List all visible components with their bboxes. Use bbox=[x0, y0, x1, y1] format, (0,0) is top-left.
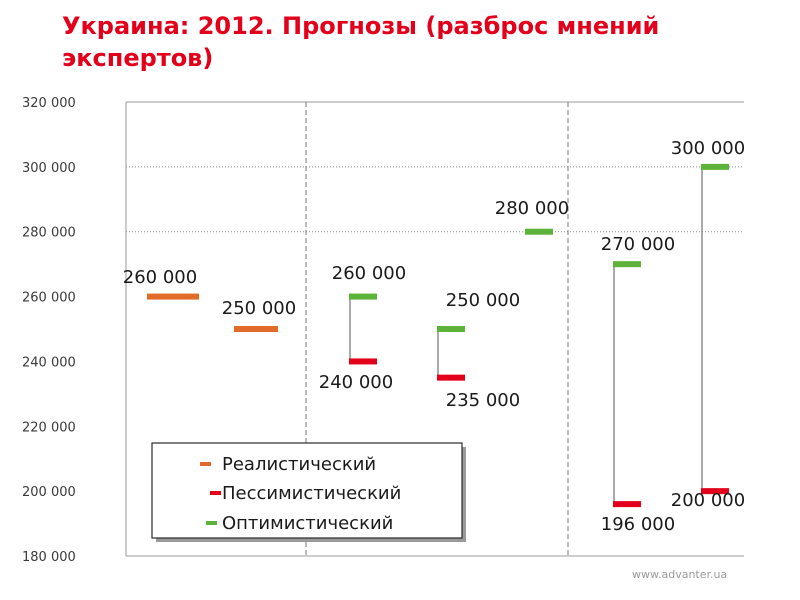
marker-optimistic bbox=[701, 163, 729, 170]
y-tick-label: 200 000 bbox=[22, 485, 76, 500]
legend-marker-pessimistic bbox=[210, 491, 221, 495]
marker-realistic bbox=[147, 293, 199, 300]
marker-pessimistic bbox=[701, 488, 729, 495]
legend-label-optimistic: Оптимистический bbox=[222, 513, 393, 534]
marker-pessimistic bbox=[613, 501, 641, 508]
value-label: 250 000 bbox=[446, 290, 520, 311]
value-label: 250 000 bbox=[222, 298, 296, 319]
value-label: 235 000 bbox=[446, 390, 520, 411]
legend-label-pessimistic: Пессимистический bbox=[222, 483, 401, 504]
marker-optimistic bbox=[437, 326, 465, 332]
y-tick-label: 280 000 bbox=[22, 226, 76, 241]
marker-pessimistic bbox=[437, 374, 465, 381]
value-label: 260 000 bbox=[123, 267, 197, 288]
value-label: 196 000 bbox=[601, 514, 675, 535]
marker-optimistic bbox=[525, 228, 553, 235]
legend-marker-realistic bbox=[200, 462, 211, 466]
legend-marker-optimistic bbox=[206, 521, 217, 525]
marker-optimistic bbox=[349, 293, 377, 300]
value-label: 260 000 bbox=[332, 263, 406, 284]
value-label: 240 000 bbox=[319, 372, 393, 393]
marker-pessimistic bbox=[349, 358, 377, 365]
value-label: 200 000 bbox=[671, 490, 745, 511]
marker-realistic bbox=[234, 326, 278, 332]
y-tick-label: 220 000 bbox=[22, 420, 76, 435]
value-label: 300 000 bbox=[671, 138, 745, 159]
value-label: 280 000 bbox=[495, 198, 569, 219]
y-tick-label: 300 000 bbox=[22, 161, 76, 176]
value-label: 270 000 bbox=[601, 234, 675, 255]
legend-box bbox=[151, 442, 463, 539]
legend-label-realistic: Реалистический bbox=[222, 454, 376, 475]
y-tick-label: 260 000 bbox=[22, 291, 76, 306]
y-tick-label: 320 000 bbox=[22, 96, 76, 111]
page-title: Украина: 2012. Прогнозы (разброс мнений … bbox=[62, 12, 660, 72]
y-tick-label: 240 000 bbox=[22, 355, 76, 370]
footer-url[interactable]: www.advanter.ua bbox=[632, 568, 728, 581]
y-tick-label: 180 000 bbox=[22, 550, 76, 565]
marker-optimistic bbox=[613, 261, 641, 268]
